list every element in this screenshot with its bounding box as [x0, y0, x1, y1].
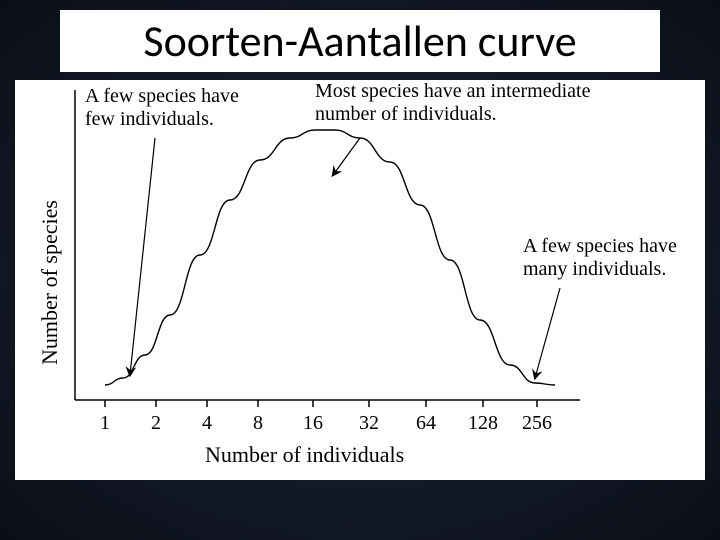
annotation-most-intermediate: Most species have an intermediatenumber … — [315, 80, 590, 126]
slide-title: Soorten-Aantallen curve — [60, 10, 660, 72]
x-tick-label: 128 — [468, 412, 498, 435]
annotation-arrow — [333, 138, 360, 175]
species-curve — [105, 130, 555, 385]
x-tick-label: 32 — [359, 412, 379, 435]
annotation-few-few: A few species havefew individuals. — [85, 85, 239, 131]
annotation-few-many: A few species havemany individuals. — [523, 235, 677, 281]
slide: Soorten-Aantallen curve Number of specie… — [0, 0, 720, 540]
x-ticks — [105, 400, 537, 407]
x-tick-label: 16 — [303, 412, 323, 435]
x-tick-label: 2 — [151, 412, 161, 435]
annotation-arrow — [535, 288, 560, 378]
x-tick-label: 256 — [522, 412, 552, 435]
x-axis-label: Number of individuals — [205, 442, 404, 468]
y-axis-label: Number of species — [37, 200, 63, 365]
chart-area: Number of species Number of individuals … — [15, 80, 705, 480]
annotation-arrow — [130, 138, 155, 375]
x-tick-label: 8 — [253, 412, 263, 435]
x-tick-label: 64 — [416, 412, 436, 435]
x-tick-label: 1 — [100, 412, 110, 435]
x-tick-label: 4 — [202, 412, 212, 435]
